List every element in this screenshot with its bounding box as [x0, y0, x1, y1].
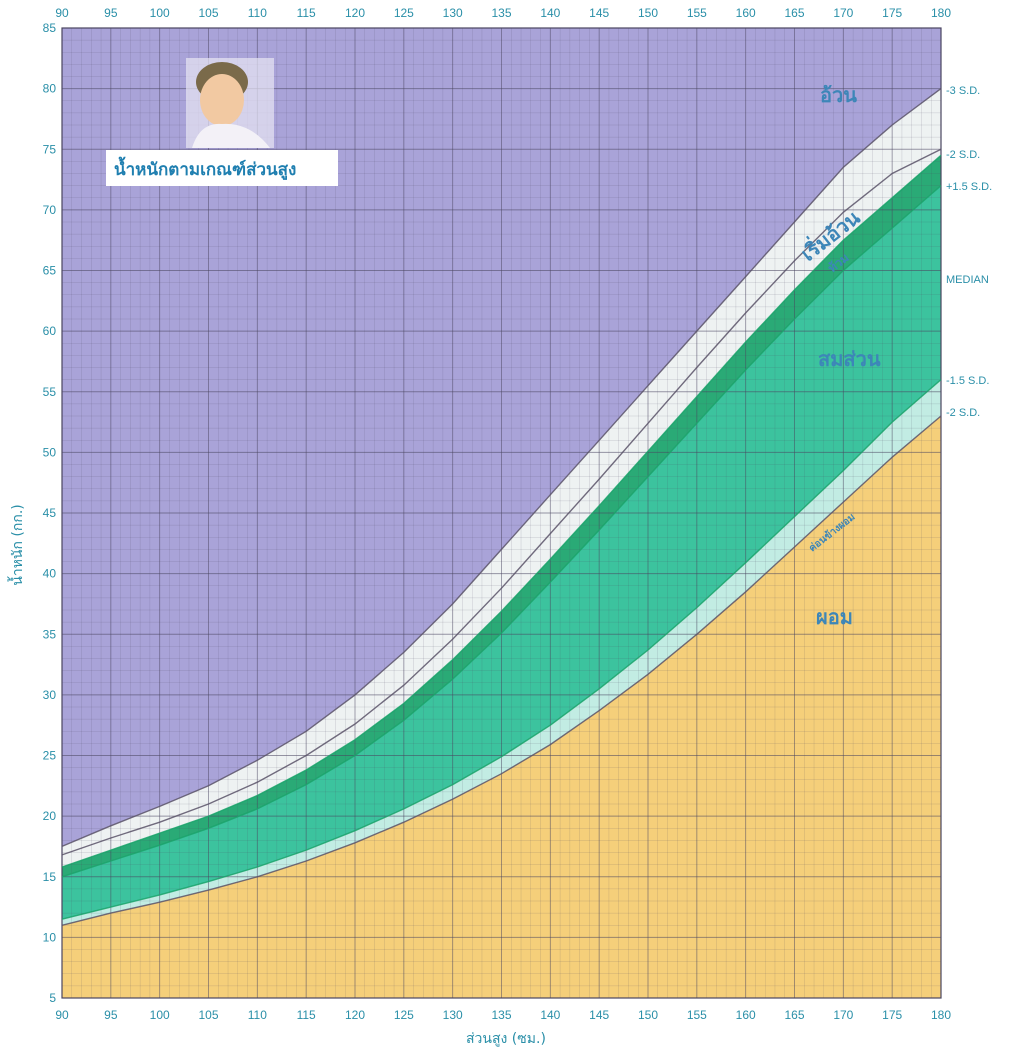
x-tick-label-top: 100: [150, 6, 170, 20]
y-tick-label: 35: [43, 627, 57, 641]
series-line-5: [61, 379, 942, 920]
y-tick-label: 55: [43, 385, 57, 399]
y-axis-title: น้ำหนัก (กก.): [7, 504, 26, 585]
y-tick-label: 50: [43, 445, 57, 459]
y-tick-label: 40: [43, 567, 57, 581]
y-tick-label: 80: [43, 82, 57, 96]
series-line-3: [61, 154, 942, 868]
zone-fill-start-obese-2: [62, 149, 941, 868]
series-line-2: [61, 148, 942, 856]
y-tick-label: 70: [43, 203, 57, 217]
x-tick-label-top: 180: [931, 6, 951, 20]
x-tick-label-top: 95: [104, 6, 118, 20]
series-line-4: [61, 185, 942, 878]
x-tick-label-top: 135: [491, 6, 511, 20]
x-tick-label: 125: [394, 1008, 414, 1022]
sd-label-median: MEDIAN: [946, 274, 989, 286]
zone-label-obese: อ้วน: [820, 83, 857, 107]
y-tick-label: 65: [43, 264, 57, 278]
x-tick-label: 115: [297, 1008, 316, 1022]
sd-label-minus3: -3 S.D.: [946, 85, 980, 97]
x-tick-label: 135: [491, 1008, 511, 1022]
x-tick-label-top: 120: [345, 6, 365, 20]
child-face: [200, 74, 244, 126]
sd-label-minus1-5: -1.5 S.D.: [946, 375, 989, 387]
x-tick-label-top: 155: [687, 6, 707, 20]
x-tick-label: 160: [736, 1008, 756, 1022]
chart-grid: [61, 27, 942, 999]
y-tick-label: 60: [43, 324, 57, 338]
x-tick-label: 95: [104, 1008, 118, 1022]
x-tick-label: 175: [882, 1008, 902, 1022]
x-tick-label-top: 105: [198, 6, 218, 20]
series-line-1: [61, 88, 942, 848]
y-tick-label: 25: [43, 749, 57, 763]
x-axis-title: ส่วนสูง (ซม.): [466, 1031, 546, 1047]
x-tick-label: 140: [540, 1008, 560, 1022]
x-tick-label-top: 110: [248, 6, 267, 20]
zone-fill-start-obese: [62, 88, 941, 855]
chart-series-lines: [61, 88, 942, 926]
sd-label-plus1-5: +1.5 S.D.: [946, 181, 992, 193]
x-tick-label: 110: [248, 1008, 267, 1022]
y-tick-label: 45: [43, 506, 57, 520]
y-tick-label: 30: [43, 688, 57, 702]
x-tick-label: 170: [833, 1008, 853, 1022]
x-tick-label: 100: [150, 1008, 170, 1022]
y-tick-label: 20: [43, 809, 57, 823]
x-tick-label-top: 140: [540, 6, 560, 20]
chart-title: น้ำหนักตามเกณฑ์ส่วนสูง: [114, 156, 296, 181]
x-tick-label: 130: [443, 1008, 463, 1022]
x-tick-label: 165: [784, 1008, 804, 1022]
y-tick-label: 75: [43, 142, 57, 156]
x-tick-label: 155: [687, 1008, 707, 1022]
x-tick-label-top: 90: [55, 6, 69, 20]
x-tick-label: 105: [198, 1008, 218, 1022]
y-tick-label: 10: [43, 930, 57, 944]
x-tick-label-top: 165: [784, 6, 804, 20]
y-tick-label: 5: [49, 991, 56, 1005]
chart-ticks: 9090959510010010510511011011511512012012…: [43, 6, 952, 1022]
zone-label-thin: ผอม: [816, 605, 853, 629]
child-portrait: [186, 58, 274, 148]
zone-label-proportionate: สมส่วน: [818, 347, 881, 371]
sd-label-minus2-lower: -2 S.D.: [946, 407, 980, 419]
x-tick-label: 150: [638, 1008, 658, 1022]
x-tick-label: 90: [55, 1008, 69, 1022]
y-tick-label: 15: [43, 870, 57, 884]
zone-fill-thin: [62, 416, 941, 998]
x-tick-label: 120: [345, 1008, 365, 1022]
sd-label-minus2-upper: -2 S.D.: [946, 149, 980, 161]
y-tick-label: 85: [43, 21, 57, 35]
x-tick-label-top: 115: [297, 6, 316, 20]
x-tick-label-top: 145: [589, 6, 609, 20]
x-tick-label-top: 130: [443, 6, 463, 20]
x-tick-label-top: 170: [833, 6, 853, 20]
x-tick-label: 145: [589, 1008, 609, 1022]
plot-frame: [61, 27, 942, 999]
x-tick-label-top: 125: [394, 6, 414, 20]
series-line-6: [61, 415, 942, 926]
x-tick-label-top: 175: [882, 6, 902, 20]
chart-title-box: [106, 150, 338, 186]
child-shirt: [192, 123, 270, 148]
x-tick-label-top: 150: [638, 6, 658, 20]
x-tick-label-top: 160: [736, 6, 756, 20]
x-tick-label: 180: [931, 1008, 951, 1022]
